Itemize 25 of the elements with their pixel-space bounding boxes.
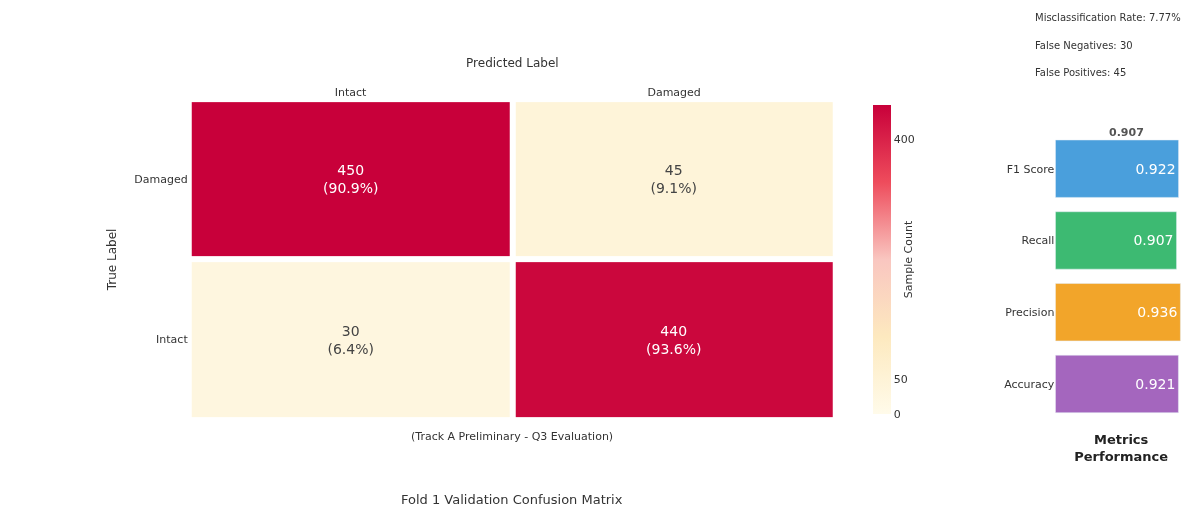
annotation: 0.907 (1109, 126, 1144, 139)
color-bar-label: 400 (893, 133, 915, 147)
text: False Positives: 45 (1035, 67, 1127, 78)
data-label: 0.922 (1135, 160, 1176, 177)
color-bar-label: 0 (893, 407, 901, 421)
text: Misclassification Rate: 7.77% (1035, 12, 1181, 23)
color-bar-title: Sample Count (902, 220, 916, 299)
color-bar-label: 50 (893, 373, 908, 387)
x-axis-title: Predicted Label (466, 56, 559, 71)
data-label: 30 (6.4%) (327, 322, 374, 358)
y-tick-label: F1 Score (1006, 162, 1055, 176)
y-tick-label: Precision (1005, 306, 1055, 320)
y-tick-label: Accuracy (1004, 377, 1055, 391)
text: (Track A Preliminary - Q3 Evaluation) (411, 430, 614, 443)
x-axis-title: Metrics Performance (1074, 432, 1169, 465)
data-label: 450 (90.9%) (323, 161, 379, 197)
data-label: 45 (9.1%) (650, 161, 697, 197)
text: False Negatives: 30 (1035, 40, 1133, 51)
data-label: 0.936 (1137, 304, 1178, 321)
y-axis-title: True Label (104, 228, 119, 292)
y-tick-label: Recall (1021, 234, 1055, 248)
data-label: 0.921 (1135, 375, 1176, 392)
data-label: 440 (93.6%) (646, 322, 702, 358)
text: Fold 1 Validation Confusion Matrix (401, 492, 623, 507)
data-label: 0.907 (1133, 232, 1174, 249)
